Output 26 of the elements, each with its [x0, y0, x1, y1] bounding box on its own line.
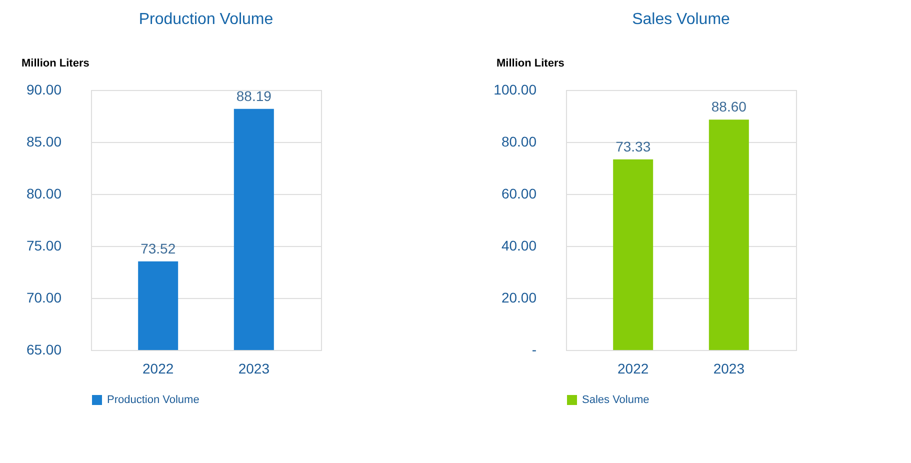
x-tick-label: 2022 [142, 360, 174, 376]
chart-title: Production Volume [138, 11, 274, 28]
data-label: 73.33 [616, 138, 651, 154]
y-tick-label: 100.00 [494, 82, 537, 98]
y-tick-label: 60.00 [501, 186, 537, 202]
y-tick-label: - [532, 342, 537, 358]
data-label: 73.52 [140, 240, 176, 256]
data-label: 88.60 [711, 98, 747, 115]
y-tick-label: 70.00 [26, 290, 62, 306]
y-tick-label: 65.00 [26, 342, 62, 358]
legend-label: Sales Volume [582, 394, 650, 406]
y-tick-label: 90.00 [26, 82, 62, 98]
y-tick-label: 40.00 [501, 238, 537, 254]
x-tick-label: 2023 [713, 360, 745, 376]
legend-label: Production Volume [107, 394, 200, 406]
y-tick-label: 80.00 [501, 134, 537, 150]
data-label: 88.19 [236, 88, 272, 104]
y-tick-label: 85.00 [26, 134, 62, 150]
y-tick-label: 20.00 [501, 290, 537, 306]
y-axis-title: Million Liters [22, 58, 90, 70]
x-tick-label: 2022 [618, 360, 649, 376]
y-tick-label: 75.00 [26, 238, 62, 254]
y-tick-label: 80.00 [26, 186, 62, 202]
x-tick-label: 2023 [238, 360, 270, 376]
chart-title: Sales Volume [632, 11, 730, 28]
y-axis-title: Million Liters [496, 58, 564, 70]
